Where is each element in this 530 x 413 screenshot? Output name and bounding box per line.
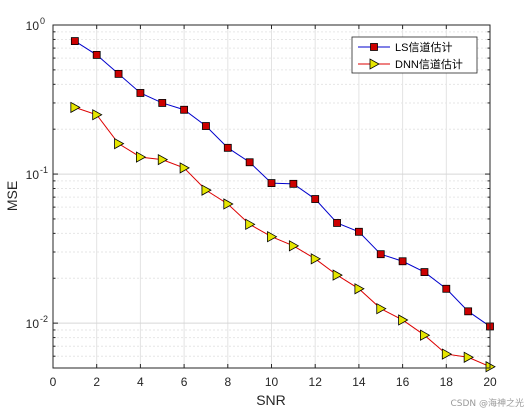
data-point (136, 89, 145, 97)
data-point (463, 351, 474, 363)
series-layer (70, 37, 496, 373)
legend-entry: DNN信道估计 (358, 57, 463, 71)
data-point (464, 307, 473, 316)
data-point (245, 218, 256, 231)
data-point (223, 198, 234, 210)
data-point (92, 51, 101, 59)
legend-label: DNN信道估计 (395, 57, 463, 71)
watermark: CSDN @海神之光 (450, 399, 524, 409)
legend: LS信道估计 DNN信道估计 (351, 36, 478, 74)
data-point (157, 153, 169, 166)
y-tick-label: 10 (26, 19, 40, 33)
x-tick-label: 6 (181, 375, 188, 389)
x-tick-label: 0 (50, 375, 57, 389)
data-point (376, 303, 387, 315)
legend-label: LS信道估计 (395, 40, 452, 54)
data-point (180, 105, 189, 114)
data-point (288, 240, 300, 252)
y-tick-exponent: 0 (40, 16, 45, 26)
data-point (179, 162, 190, 174)
series-ls (70, 37, 494, 331)
data-point (310, 253, 322, 265)
data-point (370, 43, 378, 51)
y-tick-exponent: -2 (40, 314, 48, 324)
data-point (267, 231, 278, 243)
y-tick-label: 10 (26, 168, 40, 182)
x-tick-label: 18 (440, 375, 454, 389)
data-point (245, 158, 254, 167)
x-tick-label: 12 (309, 375, 323, 389)
y-tick-label: 10 (26, 317, 40, 331)
x-tick-label: 20 (483, 375, 497, 389)
x-tick-label: 14 (352, 375, 366, 389)
data-point (202, 122, 210, 130)
x-tick-label: 4 (137, 375, 144, 389)
x-tick-label: 16 (396, 375, 410, 389)
data-point (70, 37, 79, 45)
x-tick-label: 10 (265, 375, 279, 389)
data-point (135, 151, 147, 163)
data-point (158, 99, 167, 107)
data-point (114, 137, 125, 150)
data-point (398, 257, 407, 266)
data-point (441, 348, 453, 360)
data-point (333, 219, 341, 227)
data-point (289, 179, 298, 188)
data-point (70, 101, 81, 114)
x-axis-label: SNR (256, 392, 286, 408)
data-point (369, 58, 380, 70)
x-tick-label: 2 (93, 375, 100, 389)
y-axis-label: MSE (4, 181, 20, 211)
data-point (92, 109, 103, 121)
data-point (114, 69, 123, 78)
data-point (311, 195, 320, 203)
data-point (376, 250, 385, 259)
data-point (420, 268, 429, 276)
data-point (223, 143, 232, 152)
x-tick-label: 8 (224, 375, 231, 389)
data-point (201, 184, 212, 196)
data-point (442, 284, 451, 293)
data-point (420, 329, 431, 341)
data-point (332, 269, 343, 281)
data-point (354, 227, 363, 236)
data-point (267, 179, 276, 187)
legend-entry: LS信道估计 (358, 40, 452, 54)
data-point (354, 283, 365, 295)
data-point (398, 314, 409, 326)
y-tick-exponent: -1 (40, 165, 48, 175)
series-dnn (70, 101, 496, 373)
